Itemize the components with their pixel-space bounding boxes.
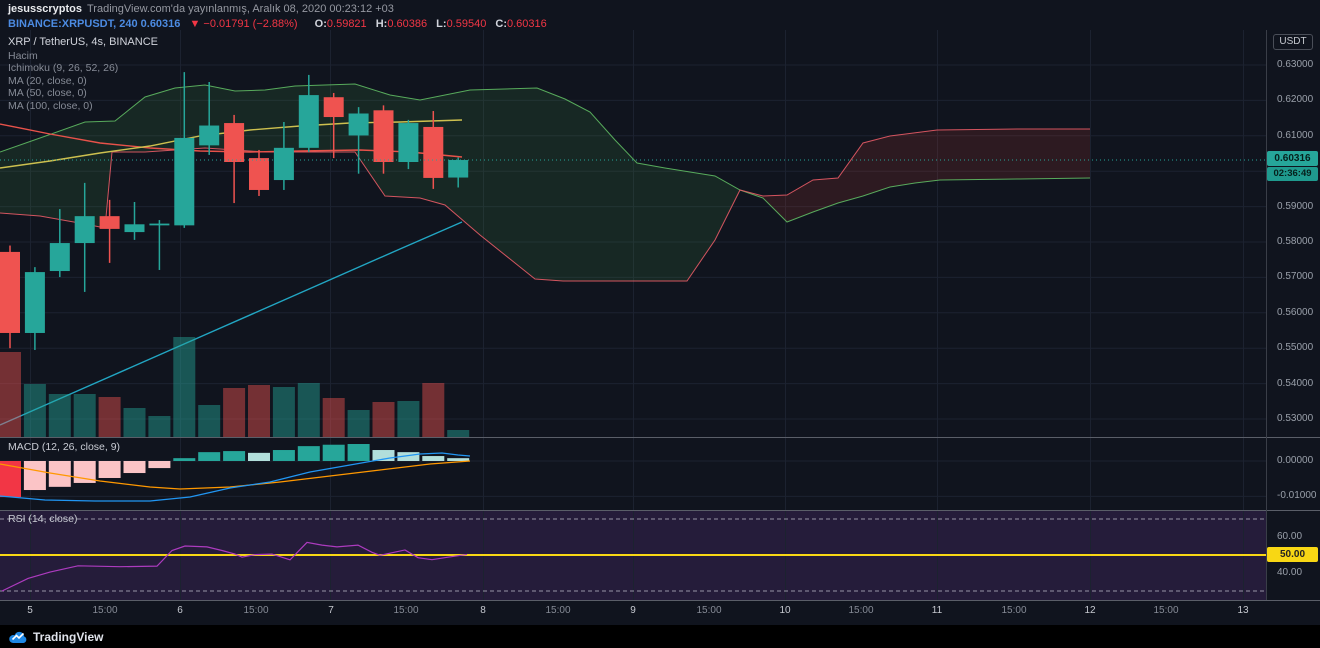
symbol-status-line: BINANCE:XRPUSDT, 240 0.60316 ▼ −0.01791 … [8,18,547,32]
price-change-text: ▼ −0.01791 (−2.88%) [189,18,298,30]
time-axis-label: 12 [1084,605,1096,616]
time-axis-label: 15:00 [243,605,269,616]
price-axis-label: 0.56000 [1277,306,1314,318]
rsi-axis-label: 40.00 [1277,567,1303,578]
indicator-legend: XRP / TetherUS, 4s, BINANCE Hacim Ichimo… [8,36,158,112]
price-axis-label: 0.55000 [1277,342,1314,354]
time-axis-label: 15:00 [696,605,722,616]
time-axis-label: 8 [480,605,486,616]
price-axis-label: 0.62000 [1277,94,1314,106]
time-axis-label: 15:00 [848,605,874,616]
tradingview-logo-text[interactable]: TradingView [33,629,104,644]
price-axis-label: 0.58000 [1277,236,1314,247]
price-axis-label: 0.54000 [1277,377,1314,389]
low-label: L: [436,18,447,30]
close-value: 0.60316 [507,18,547,30]
high-value: 0.60386 [387,18,428,30]
author-link[interactable]: jesusscryptos [8,3,82,15]
time-axis-label: 5 [27,605,33,616]
time-axis-label: 11 [931,605,943,616]
time-axis-label: 9 [630,605,636,616]
price-axis-label: 0.59000 [1277,200,1314,212]
macd-axis-label: -0.01000 [1277,490,1317,501]
time-axis-label: 15:00 [1153,605,1179,616]
high-label: H: [375,18,388,30]
time-axis-label: 15:00 [92,605,118,616]
header: jesusscryptos TradingView.com'da yayınlan… [8,3,547,32]
legend-volume: Hacim [8,49,38,62]
bar-countdown-badge: 02:36:49 [1267,167,1318,181]
price-axis-label: 0.63000 [1277,59,1314,70]
time-axis-label: 6 [177,605,183,616]
macd-axis-label: 0.00000 [1277,455,1314,466]
open-label: O: [314,18,327,30]
footer-bar: TradingView [0,625,1320,648]
rsi-axis-label: 60.00 [1277,531,1303,542]
price-axis[interactable]: USDT 0.60316 02:36:49 50.00 0.63000 0.620… [1266,0,1320,625]
symbol-price-text: BINANCE:XRPUSDT, 240 0.60316 [8,18,181,30]
attribution-line: jesusscryptos TradingView.com'da yayınlan… [8,3,547,17]
time-axis-label: 15:00 [393,605,419,616]
open-value: 0.59821 [326,18,367,30]
close-label: C: [495,18,507,30]
time-axis-label: 15:00 [545,605,571,616]
price-axis-label: 0.57000 [1277,271,1314,283]
currency-toggle-button[interactable]: USDT [1273,34,1313,50]
time-axis-label: 7 [328,605,334,616]
low-value: 0.59540 [446,18,487,30]
rsi-level-badge: 50.00 [1267,547,1318,562]
published-text: TradingView.com'da yayınlanmış, Aralık 0… [86,3,394,15]
legend-ma100: MA (100, close, 0) [8,99,93,112]
legend-ichimoku: Ichimoku (9, 26, 52, 26) [8,62,119,74]
price-axis-label: 0.53000 [1277,413,1314,424]
time-axis[interactable]: 5 15:00 6 15:00 7 15:00 8 15:00 9 15:00 10 15:00 11 1… [0,600,1266,625]
last-price-badge: 0.60316 [1267,151,1318,166]
legend-symbol-title: XRP / TetherUS, 4s, BINANCE [8,36,158,48]
macd-pane-label: MACD (12, 26, close, 9) [8,441,121,453]
price-axis-label: 0.61000 [1277,129,1314,141]
time-axis-label: 13 [1237,605,1249,616]
ohlc-values: O:0.59821 H:0.60386 L:0.59540 C:0.60316 [309,18,547,30]
tradingview-logo-icon[interactable] [8,629,28,645]
legend-ma20: MA (20, close, 0) [8,74,87,87]
time-axis-label: 10 [779,605,791,616]
time-axis-label: 15:00 [1001,605,1027,616]
rsi-pane-label: RSI (14, close) [8,513,78,525]
legend-ma50: MA (50, close, 0) [8,87,87,99]
